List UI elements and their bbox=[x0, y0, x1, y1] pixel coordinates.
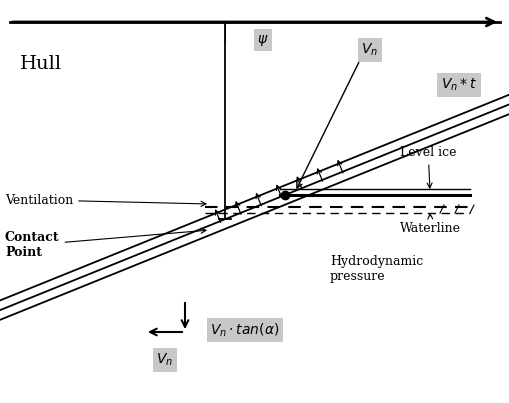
Text: Hydrodynamic
pressure: Hydrodynamic pressure bbox=[330, 255, 423, 283]
Text: Ventilation: Ventilation bbox=[5, 193, 206, 206]
Text: $V_n$: $V_n$ bbox=[361, 42, 379, 58]
Text: $V_n * t$: $V_n * t$ bbox=[441, 77, 477, 93]
Text: Waterline: Waterline bbox=[400, 214, 461, 235]
Text: Contact
Point: Contact Point bbox=[5, 228, 206, 259]
Text: $V_n$: $V_n$ bbox=[156, 352, 174, 368]
Text: Level ice: Level ice bbox=[400, 147, 457, 188]
Text: $\psi$: $\psi$ bbox=[258, 33, 269, 48]
Text: Hull: Hull bbox=[20, 55, 62, 73]
Text: $V_n \cdot tan(\alpha)$: $V_n \cdot tan(\alpha)$ bbox=[210, 321, 279, 339]
